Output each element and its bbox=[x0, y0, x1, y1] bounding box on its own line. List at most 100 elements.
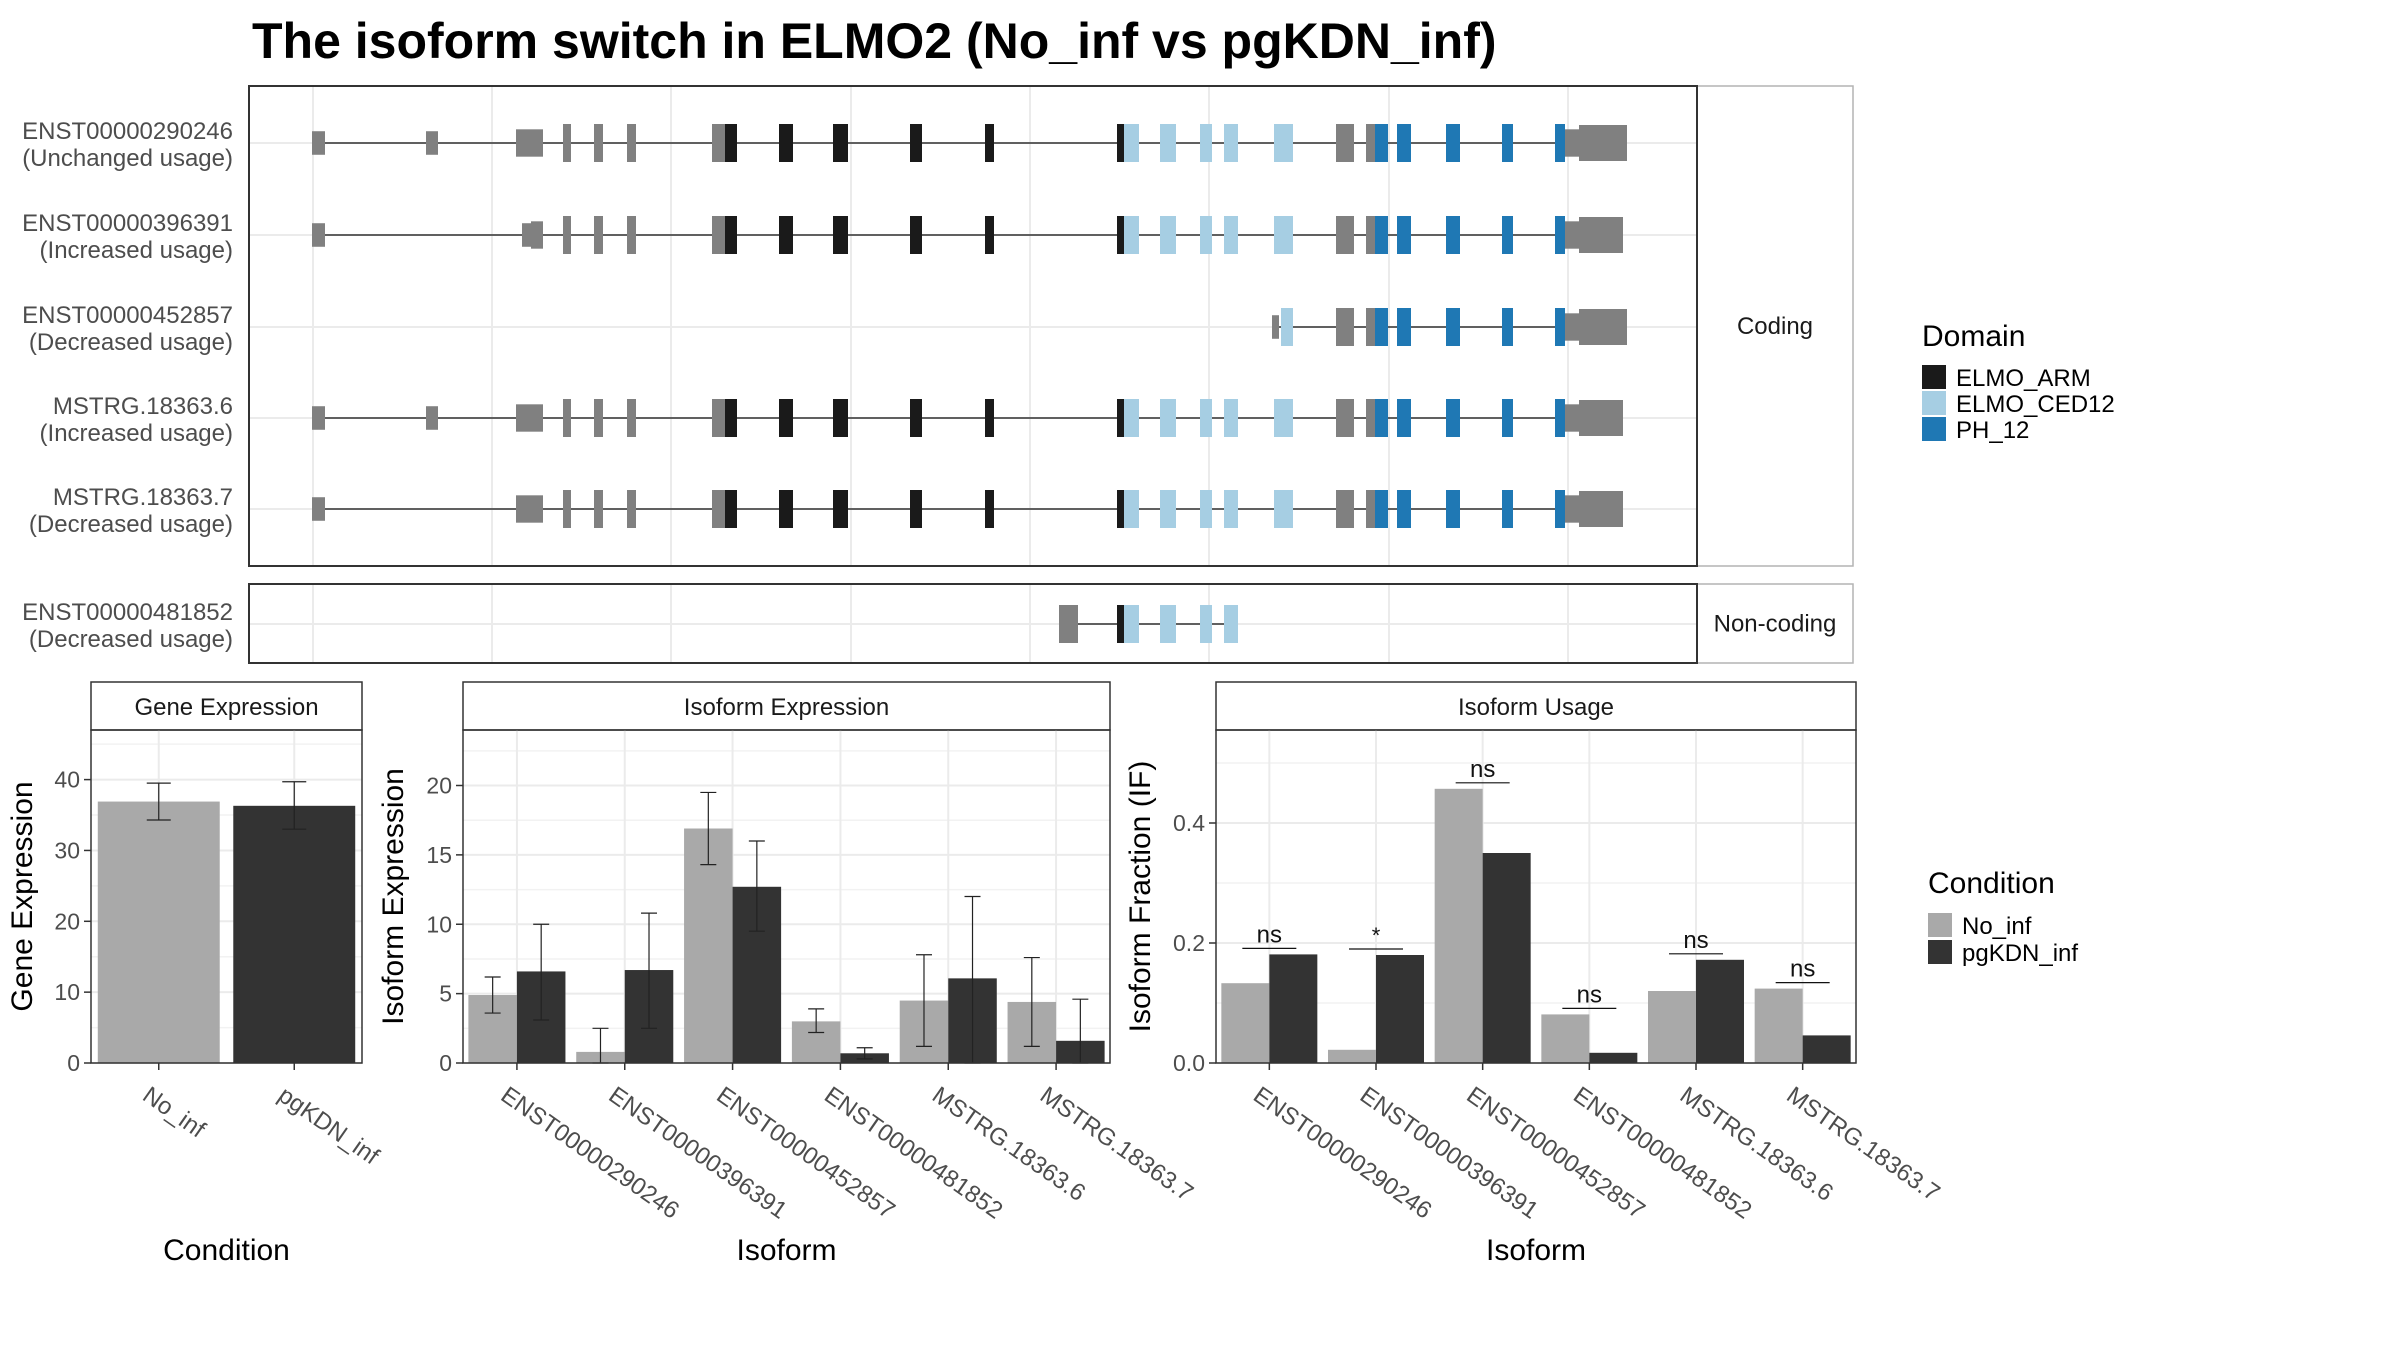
exon-block bbox=[1366, 124, 1375, 162]
transcript-id-label: ENST00000452857 bbox=[22, 302, 233, 329]
utr-block bbox=[1579, 400, 1623, 436]
exon-block bbox=[1117, 216, 1124, 254]
exon-block bbox=[426, 406, 438, 430]
exon-block bbox=[1366, 399, 1375, 437]
exon-block bbox=[910, 399, 922, 437]
exon-block bbox=[1397, 124, 1411, 162]
panel-title: Gene Expression bbox=[134, 694, 318, 721]
exon-block bbox=[426, 131, 438, 155]
exon-block bbox=[725, 216, 737, 254]
noncoding-panel-border bbox=[248, 583, 1698, 664]
domain-legend-swatch-ph-12 bbox=[1922, 417, 1946, 441]
exon-block bbox=[312, 497, 325, 521]
exon-block bbox=[1281, 308, 1293, 346]
exon-block bbox=[985, 216, 994, 254]
y-axis-title: Isoform Fraction (IF) bbox=[1124, 761, 1157, 1033]
x-tick-label: ENST00000396391 bbox=[604, 1082, 792, 1225]
figure-title: The isoform switch in ELMO2 (No_inf vs p… bbox=[252, 13, 1497, 69]
exon-block bbox=[1555, 490, 1565, 528]
facet-strip-noncoding bbox=[1696, 583, 1854, 664]
exon-block bbox=[1160, 605, 1176, 643]
exon-block bbox=[531, 221, 543, 249]
bar-pgkdn-inf bbox=[1589, 1052, 1638, 1063]
y-tick-label: 0 bbox=[439, 1050, 452, 1076]
y-axis-title: Gene Expression bbox=[6, 781, 39, 1011]
transcript-id-label: ENST00000396391 bbox=[22, 210, 233, 237]
bar-pgkdn-inf bbox=[1269, 954, 1318, 1063]
exon-block bbox=[1446, 124, 1460, 162]
exon-block bbox=[779, 124, 793, 162]
exon-block bbox=[594, 124, 603, 162]
exon-block bbox=[712, 490, 725, 528]
exon-block bbox=[985, 124, 994, 162]
y-tick-label: 0.4 bbox=[1173, 810, 1205, 836]
exon-block bbox=[712, 216, 725, 254]
y-tick-label: 5 bbox=[439, 981, 452, 1007]
transcript-id-label: MSTRG.18363.6 bbox=[53, 393, 233, 420]
significance-label: * bbox=[1372, 923, 1381, 948]
utr-block bbox=[1579, 217, 1623, 253]
utr-block bbox=[1579, 491, 1623, 527]
exon-block bbox=[1272, 315, 1279, 339]
isoform-expression-chart: Isoform Expression 0 5 10 15 20 ENST0000029024… bbox=[377, 681, 1198, 1267]
panel-strip bbox=[462, 681, 1111, 731]
facet-label-coding: Coding bbox=[1737, 313, 1813, 340]
exon-block bbox=[1446, 216, 1460, 254]
bar-pgkdn-inf bbox=[1696, 959, 1744, 1063]
y-axis-title: Isoform Expression bbox=[377, 768, 410, 1025]
exon-block bbox=[1224, 490, 1238, 528]
exon-block bbox=[1160, 490, 1176, 528]
exon-block bbox=[312, 223, 325, 247]
exon-block bbox=[779, 490, 793, 528]
x-tick-label: ENST00000290246 bbox=[1248, 1082, 1436, 1225]
condition-legend-label-no-inf: No_inf bbox=[1962, 913, 2032, 940]
exon-block bbox=[312, 406, 325, 430]
exon-block bbox=[1502, 216, 1513, 254]
exon-block bbox=[833, 490, 848, 528]
exon-block bbox=[1124, 399, 1139, 437]
condition-legend-swatch-pgkdn-inf bbox=[1928, 940, 1952, 964]
bar-no-inf bbox=[1754, 988, 1803, 1063]
exon-block bbox=[725, 490, 737, 528]
exon-block bbox=[1274, 216, 1293, 254]
exon-block bbox=[833, 399, 848, 437]
x-tick-label: ENST00000481852 bbox=[819, 1082, 1007, 1225]
exon-block bbox=[1375, 124, 1388, 162]
exon-block bbox=[516, 495, 531, 523]
exon-block bbox=[1160, 124, 1176, 162]
exon-block bbox=[1375, 490, 1388, 528]
exon-block bbox=[1397, 308, 1411, 346]
exon-block bbox=[1502, 399, 1513, 437]
domain-legend: Domain ELMO_ARM ELMO_CED12 PH_12 bbox=[1922, 320, 2115, 444]
exon-block bbox=[1366, 490, 1375, 528]
gene-expression-chart: Gene Expression 0 10 20 30 40 No_inf pgKDN_inf C… bbox=[6, 681, 384, 1267]
domain-legend-swatch-elmo-arm bbox=[1922, 365, 1946, 389]
bar-no-inf bbox=[1434, 788, 1483, 1063]
exon-block bbox=[627, 124, 636, 162]
y-tick-label: 30 bbox=[54, 837, 80, 863]
plot-border bbox=[462, 729, 1111, 1064]
domain-legend-label-elmo-arm: ELMO_ARM bbox=[1956, 365, 2091, 392]
exon-block bbox=[1274, 399, 1293, 437]
exon-block bbox=[1565, 129, 1579, 157]
transcript-usage-label: (Unchanged usage) bbox=[22, 145, 233, 172]
exon-block bbox=[1200, 490, 1212, 528]
y-tick-label: 10 bbox=[426, 911, 452, 937]
exon-block bbox=[1224, 216, 1238, 254]
bar-no-inf bbox=[1328, 1049, 1376, 1063]
exon-block bbox=[1200, 124, 1212, 162]
exon-block bbox=[1366, 216, 1375, 254]
exon-block bbox=[725, 124, 737, 162]
exon-block bbox=[712, 399, 725, 437]
exon-block bbox=[1555, 216, 1565, 254]
x-tick-label: No_inf bbox=[138, 1082, 211, 1144]
exon-block bbox=[627, 216, 636, 254]
exon-block bbox=[312, 131, 325, 155]
exon-block bbox=[1565, 404, 1579, 432]
exon-block bbox=[1446, 399, 1460, 437]
bar-no-inf bbox=[97, 801, 220, 1063]
coding-panel-border bbox=[248, 85, 1698, 567]
exon-block bbox=[779, 216, 793, 254]
exon-block bbox=[1124, 216, 1139, 254]
exon-block bbox=[1555, 308, 1565, 346]
